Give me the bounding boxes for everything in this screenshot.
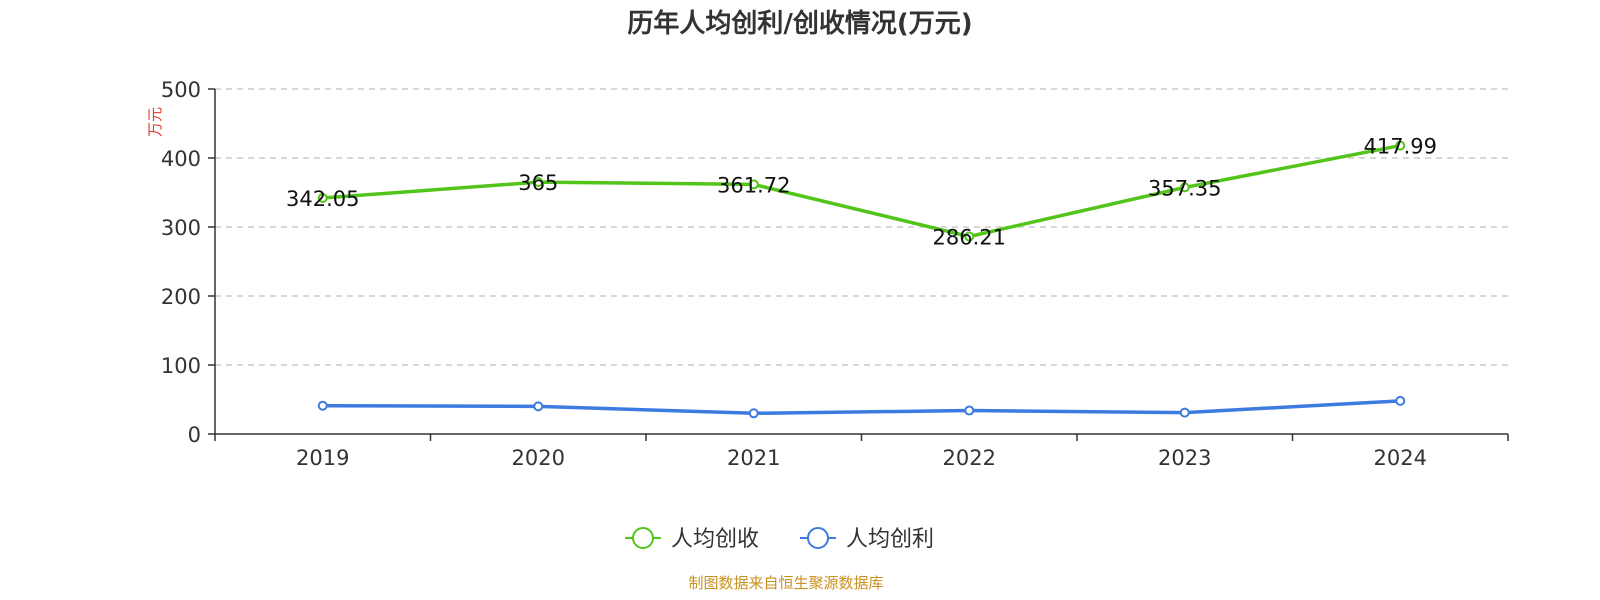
data-point[interactable] — [317, 192, 328, 203]
source-note: 制图数据来自恒生聚源数据库 — [688, 574, 883, 592]
y-tick-label: 200 — [161, 285, 201, 309]
data-label: 286.21 — [933, 226, 1006, 250]
axes: 0 100 200 300 400 500 2019 2020 2021 2022 2023 2024 — [161, 78, 1509, 470]
legend-marker-icon — [807, 527, 829, 549]
data-label: 361.72 — [717, 173, 790, 197]
legend-label: 人均创收 — [671, 527, 759, 552]
x-tick-label: 2020 — [512, 446, 565, 470]
series-line — [322, 143, 1401, 239]
data-label: 365 — [518, 171, 558, 195]
y-tick-label: 100 — [161, 354, 201, 378]
series-lines — [317, 140, 1406, 419]
data-label: 417.99 — [1364, 135, 1437, 159]
data-point[interactable] — [964, 231, 975, 242]
series-line — [322, 399, 1401, 416]
data-labels: 342.05 365 361.72 286.21 357.35 417.99 — [286, 135, 1437, 250]
data-point[interactable] — [1179, 182, 1190, 193]
legend-item[interactable]: 人均创利 — [800, 527, 934, 552]
legend-item[interactable]: 人均创收 — [625, 527, 759, 552]
x-tick-label: 2022 — [943, 446, 996, 470]
data-point[interactable] — [533, 177, 544, 188]
x-tick-label: 2019 — [296, 446, 349, 470]
y-tick-label: 400 — [161, 147, 201, 171]
x-tick-label: 2023 — [1158, 446, 1211, 470]
data-point[interactable] — [748, 179, 759, 190]
y-tick-label: 0 — [188, 423, 201, 447]
data-point[interactable] — [1395, 395, 1406, 406]
x-tick-label: 2024 — [1374, 446, 1427, 470]
data-point[interactable] — [748, 408, 759, 419]
y-tick-label: 500 — [161, 78, 201, 102]
data-point[interactable] — [317, 400, 328, 411]
data-point[interactable] — [964, 405, 975, 416]
y-axis-unit-label: 万元 — [146, 107, 164, 137]
chart-title: 历年人均创利/创收情况(万元) — [627, 8, 972, 39]
data-point[interactable] — [533, 401, 544, 412]
x-tick-label: 2021 — [727, 446, 780, 470]
data-label: 357.35 — [1148, 176, 1221, 200]
data-point[interactable] — [1179, 407, 1190, 418]
data-point[interactable] — [1395, 140, 1406, 151]
grid-lines — [215, 88, 1508, 366]
legend-marker-icon — [632, 527, 654, 549]
legend[interactable]: 人均创收 人均创利 — [625, 527, 934, 552]
y-tick-label: 300 — [161, 216, 201, 240]
legend-label: 人均创利 — [846, 527, 934, 552]
data-label: 342.05 — [286, 187, 359, 211]
